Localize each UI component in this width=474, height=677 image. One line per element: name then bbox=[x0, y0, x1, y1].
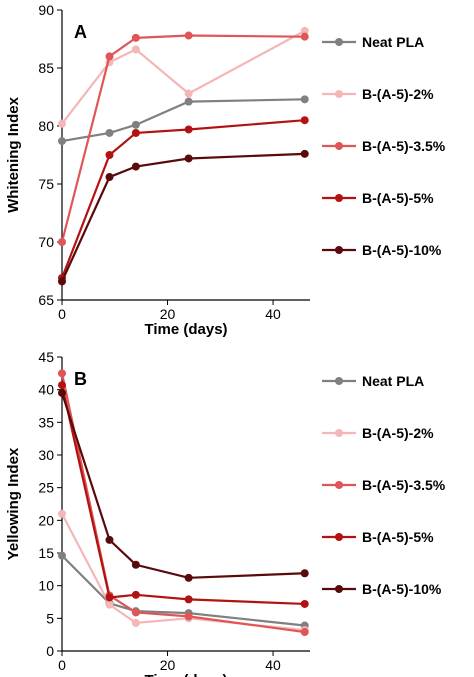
data-point bbox=[184, 154, 193, 163]
legend-label: B-(A-5)-3.5% bbox=[362, 477, 446, 493]
data-point bbox=[184, 31, 193, 40]
data-point bbox=[300, 95, 309, 104]
data-point bbox=[184, 595, 193, 604]
data-point bbox=[131, 590, 140, 599]
data-point bbox=[131, 120, 140, 129]
y-tick-label: 20 bbox=[38, 512, 54, 528]
y-tick-label: 70 bbox=[38, 234, 54, 250]
chart-panel-b: 0 5 10 15 20 25 30 35 40 45 0 20 40 Time (days) Yellow… bbox=[5, 349, 446, 677]
data-point bbox=[131, 618, 140, 627]
data-point bbox=[184, 97, 193, 106]
series-line bbox=[61, 29, 306, 125]
series-line bbox=[60, 152, 305, 282]
x-axis-title: Time (days) bbox=[144, 321, 227, 338]
data-point bbox=[58, 551, 66, 560]
x-tick-label: 20 bbox=[160, 306, 176, 322]
y-tick-label: 10 bbox=[38, 578, 54, 594]
data-point bbox=[300, 116, 309, 125]
legend-swatch-marker bbox=[335, 90, 343, 98]
legend-label: B-(A-5)-10% bbox=[362, 581, 442, 597]
data-point bbox=[184, 573, 193, 582]
legend-swatch-marker bbox=[335, 142, 343, 150]
legend-label: Neat PLA bbox=[362, 34, 424, 50]
legend-label: B-(A-5)-5% bbox=[362, 529, 434, 545]
data-point bbox=[105, 151, 114, 159]
y-tick-label: 15 bbox=[38, 545, 54, 561]
y-tick-label: 35 bbox=[38, 414, 54, 430]
series-line bbox=[60, 34, 305, 243]
data-point bbox=[300, 26, 309, 35]
legend-swatch-marker bbox=[335, 38, 343, 46]
legend-label: B-(A-5)-2% bbox=[362, 86, 434, 102]
y-tick-label: 25 bbox=[38, 480, 54, 496]
data-point bbox=[58, 388, 66, 397]
data-point bbox=[131, 560, 140, 569]
data-point bbox=[131, 162, 140, 171]
legend-label: B-(A-5)-2% bbox=[362, 425, 434, 441]
data-point bbox=[58, 238, 66, 246]
y-tick-label: 85 bbox=[38, 60, 54, 76]
data-point bbox=[131, 128, 140, 137]
data-point bbox=[300, 569, 309, 578]
legend-swatch-marker bbox=[335, 194, 343, 202]
legend-label: B-(A-5)-5% bbox=[362, 190, 434, 206]
data-point bbox=[58, 119, 66, 128]
data-point bbox=[300, 599, 309, 608]
x-tick-label: 0 bbox=[58, 657, 66, 673]
x-tick-label: 0 bbox=[58, 306, 66, 322]
data-point bbox=[105, 600, 114, 609]
data-point bbox=[58, 277, 66, 286]
legend-swatch-marker bbox=[335, 481, 343, 489]
data-point bbox=[184, 89, 193, 98]
x-tick-label: 20 bbox=[160, 657, 176, 673]
legend-label: B-(A-5)-3.5% bbox=[362, 138, 446, 154]
y-tick-label: 75 bbox=[38, 176, 54, 192]
data-point bbox=[300, 628, 309, 637]
data-point bbox=[58, 381, 66, 390]
panel-label: A bbox=[74, 22, 87, 42]
legend-swatch-marker bbox=[335, 246, 343, 254]
y-tick-label: 40 bbox=[38, 382, 54, 398]
data-point bbox=[105, 173, 114, 182]
y-tick-label: 45 bbox=[38, 349, 54, 365]
chart-panel-a: 65 70 75 80 85 90 0 20 40 Time (days) Whitening In… bbox=[5, 2, 446, 338]
legend-swatch-marker bbox=[335, 585, 343, 593]
data-point bbox=[105, 128, 114, 137]
x-axis-title: Time (days) bbox=[144, 672, 227, 677]
y-tick-label: 0 bbox=[46, 643, 54, 659]
data-point bbox=[58, 369, 66, 378]
y-tick-label: 80 bbox=[38, 118, 54, 134]
x-tick-label: 40 bbox=[265, 306, 281, 322]
panel-label: B bbox=[74, 369, 87, 389]
y-axis-title: Yellowing Index bbox=[5, 447, 22, 560]
data-point bbox=[58, 509, 66, 518]
legend-label: B-(A-5)-10% bbox=[362, 242, 442, 258]
x-tick-label: 40 bbox=[265, 657, 281, 673]
legend-swatch-marker bbox=[335, 533, 343, 541]
data-point bbox=[105, 535, 114, 544]
data-point bbox=[131, 33, 140, 42]
data-point bbox=[131, 608, 140, 617]
y-tick-label: 90 bbox=[38, 2, 54, 18]
y-axis-title: Whitening Index bbox=[5, 96, 22, 212]
legend-label: Neat PLA bbox=[362, 373, 424, 389]
y-tick-label: 30 bbox=[38, 447, 54, 463]
y-tick-label: 5 bbox=[46, 610, 54, 626]
series-line bbox=[61, 98, 305, 143]
legend-swatch-marker bbox=[335, 377, 343, 385]
data-point bbox=[184, 612, 193, 621]
data-point bbox=[105, 593, 114, 602]
series-line bbox=[60, 384, 305, 606]
data-point bbox=[58, 137, 66, 146]
y-tick-label: 65 bbox=[38, 292, 54, 308]
data-point bbox=[131, 45, 140, 54]
legend-swatch-marker bbox=[335, 429, 343, 437]
data-point bbox=[105, 52, 114, 61]
data-point bbox=[184, 125, 193, 134]
data-point bbox=[300, 32, 309, 41]
data-point bbox=[300, 149, 309, 158]
